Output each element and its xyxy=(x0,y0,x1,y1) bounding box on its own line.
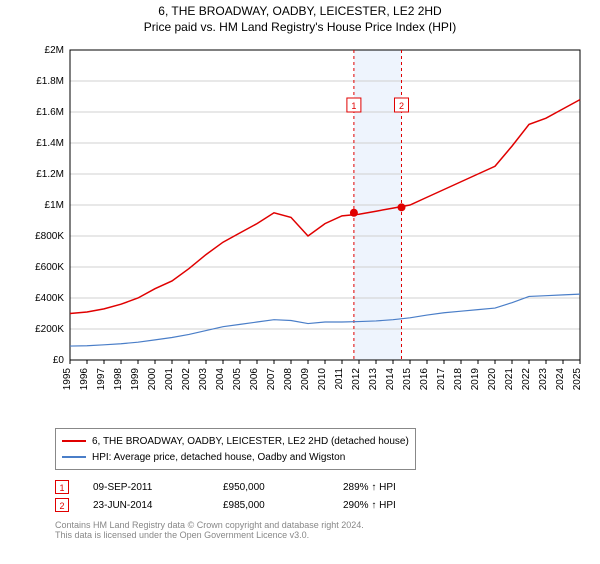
svg-text:£400K: £400K xyxy=(35,293,64,304)
sale-price: £950,000 xyxy=(223,482,343,493)
sale-row: 1 09-SEP-2011 £950,000 289% ↑ HPI xyxy=(55,478,600,496)
legend-swatch-property xyxy=(62,440,86,442)
sale-pct: 290% ↑ HPI xyxy=(343,500,463,511)
sale-marker-2: 2 xyxy=(55,498,69,512)
svg-text:2003: 2003 xyxy=(198,368,209,391)
svg-text:2008: 2008 xyxy=(283,368,294,391)
svg-text:2: 2 xyxy=(399,101,404,111)
footer-line2: This data is licensed under the Open Gov… xyxy=(55,530,600,540)
svg-text:£2M: £2M xyxy=(45,45,64,56)
chart-header: 6, THE BROADWAY, OADBY, LEICESTER, LE2 2… xyxy=(0,4,600,34)
sale-date: 23-JUN-2014 xyxy=(93,500,223,511)
svg-text:2010: 2010 xyxy=(317,368,328,391)
svg-text:2017: 2017 xyxy=(436,368,447,391)
svg-text:2019: 2019 xyxy=(470,368,481,391)
legend-swatch-hpi xyxy=(62,456,86,458)
price-chart: £0 £200K £400K £600K £800K £1M £1.2M £1.4M £1.6M… xyxy=(15,40,585,420)
svg-text:£1.6M: £1.6M xyxy=(36,107,64,118)
sales-table: 1 09-SEP-2011 £950,000 289% ↑ HPI 2 23-J… xyxy=(55,478,600,514)
svg-text:2022: 2022 xyxy=(521,368,532,391)
chart-container: £0 £200K £400K £600K £800K £1M £1.2M £1.4M £1.6M… xyxy=(15,40,585,420)
svg-text:2013: 2013 xyxy=(368,368,379,391)
sale-pct: 289% ↑ HPI xyxy=(343,482,463,493)
address-line: 6, THE BROADWAY, OADBY, LEICESTER, LE2 2… xyxy=(0,4,600,18)
svg-text:1996: 1996 xyxy=(79,368,90,391)
svg-text:2016: 2016 xyxy=(419,368,430,391)
svg-text:2011: 2011 xyxy=(334,368,345,390)
svg-text:2000: 2000 xyxy=(147,368,158,391)
svg-text:2014: 2014 xyxy=(385,368,396,391)
svg-text:£1.8M: £1.8M xyxy=(36,76,64,87)
legend-label-property: 6, THE BROADWAY, OADBY, LEICESTER, LE2 2… xyxy=(92,436,409,447)
svg-text:2012: 2012 xyxy=(351,368,362,391)
svg-text:£600K: £600K xyxy=(35,262,64,273)
svg-text:2015: 2015 xyxy=(402,368,413,391)
svg-text:2001: 2001 xyxy=(164,368,175,391)
legend: 6, THE BROADWAY, OADBY, LEICESTER, LE2 2… xyxy=(55,428,416,470)
svg-text:2018: 2018 xyxy=(453,368,464,391)
svg-text:2021: 2021 xyxy=(504,368,515,391)
sale-price: £985,000 xyxy=(223,500,343,511)
svg-text:1995: 1995 xyxy=(62,368,73,391)
chart-subtitle: Price paid vs. HM Land Registry's House … xyxy=(0,20,600,34)
svg-text:2005: 2005 xyxy=(232,368,243,391)
svg-text:1: 1 xyxy=(351,101,356,111)
svg-text:£800K: £800K xyxy=(35,231,64,242)
svg-text:£1M: £1M xyxy=(45,200,64,211)
svg-text:2023: 2023 xyxy=(538,368,549,391)
attribution-footer: Contains HM Land Registry data © Crown c… xyxy=(55,520,600,540)
svg-text:2004: 2004 xyxy=(215,368,226,391)
legend-row: HPI: Average price, detached house, Oadb… xyxy=(62,449,409,465)
sale-row: 2 23-JUN-2014 £985,000 290% ↑ HPI xyxy=(55,496,600,514)
svg-text:£1.2M: £1.2M xyxy=(36,169,64,180)
svg-text:1999: 1999 xyxy=(130,368,141,391)
svg-text:2002: 2002 xyxy=(181,368,192,391)
svg-text:2024: 2024 xyxy=(555,368,566,391)
legend-label-hpi: HPI: Average price, detached house, Oadb… xyxy=(92,452,345,463)
svg-text:2020: 2020 xyxy=(487,368,498,391)
footer-line1: Contains HM Land Registry data © Crown c… xyxy=(55,520,600,530)
svg-text:2007: 2007 xyxy=(266,368,277,391)
svg-text:1997: 1997 xyxy=(96,368,107,391)
sale-marker-1: 1 xyxy=(55,480,69,494)
svg-text:2025: 2025 xyxy=(572,368,583,391)
sale-date: 09-SEP-2011 xyxy=(93,482,223,493)
svg-text:2006: 2006 xyxy=(249,368,260,391)
svg-text:£200K: £200K xyxy=(35,324,64,335)
svg-text:£1.4M: £1.4M xyxy=(36,138,64,149)
svg-text:2009: 2009 xyxy=(300,368,311,391)
svg-text:£0: £0 xyxy=(53,355,65,366)
legend-row: 6, THE BROADWAY, OADBY, LEICESTER, LE2 2… xyxy=(62,433,409,449)
svg-text:1998: 1998 xyxy=(113,368,124,391)
